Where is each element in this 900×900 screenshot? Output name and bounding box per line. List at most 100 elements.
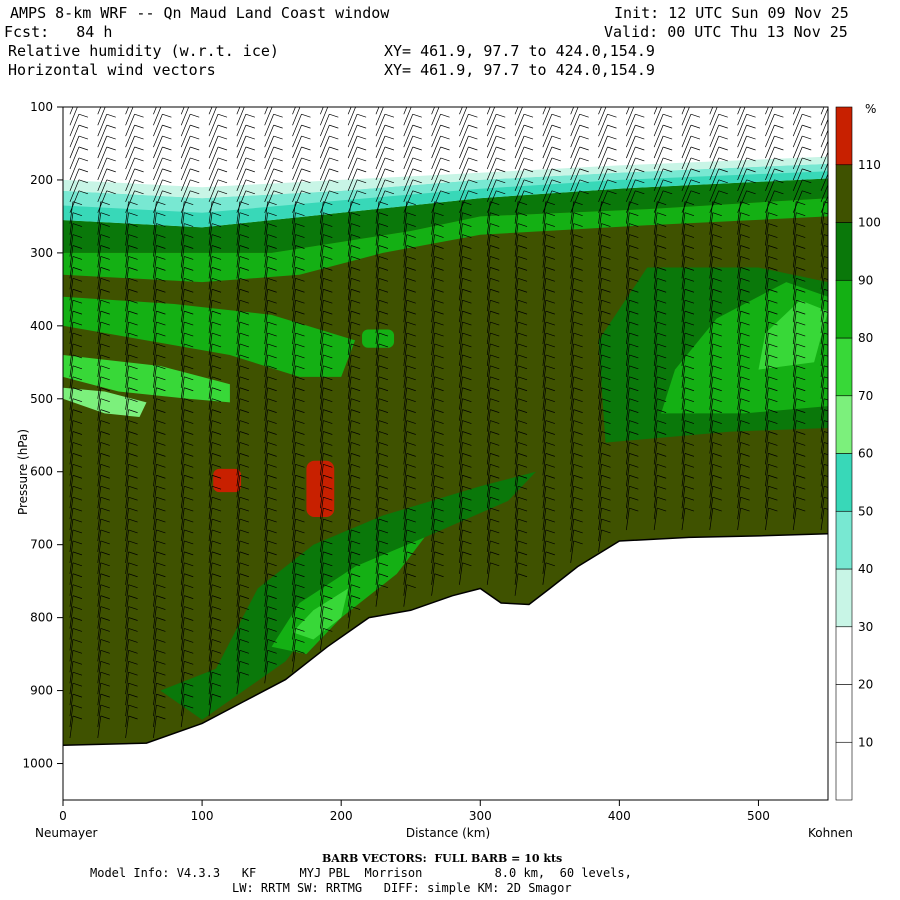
wind-barb-shaft — [180, 497, 185, 520]
wind-barb-flag — [72, 639, 83, 643]
y-tick-label: 900 — [30, 684, 53, 698]
wind-barb-flag — [684, 409, 695, 413]
wind-barb-shaft — [709, 376, 714, 399]
wind-barb-shaft — [542, 223, 547, 246]
wind-barb-shaft — [403, 107, 408, 115]
wind-barb-flag — [796, 245, 806, 249]
wind-barb-shaft — [792, 486, 797, 509]
wind-barb-flag — [267, 442, 277, 446]
wind-barb-shaft — [514, 168, 525, 192]
wind-barb-flag — [629, 288, 639, 293]
wind-barb-shaft — [625, 332, 630, 356]
wind-barb-shaft — [820, 343, 825, 367]
wind-barb-shaft — [208, 157, 219, 181]
wind-barb-flag — [768, 310, 778, 315]
wind-barb-shaft — [125, 354, 129, 377]
wind-barb-flag — [301, 190, 311, 195]
wind-barb-shaft — [625, 245, 630, 268]
wind-barb-flag — [295, 551, 305, 556]
wind-barb-shaft — [459, 365, 463, 388]
wind-barb-shaft — [69, 179, 80, 202]
wind-barb-flag — [712, 365, 722, 370]
wind-barb-shaft — [403, 124, 414, 148]
wind-barb-shaft — [681, 332, 686, 356]
wind-barb-flag — [462, 474, 472, 479]
wind-barb-shaft — [97, 508, 102, 531]
wind-barb-shaft — [542, 179, 553, 202]
wind-barb-flag — [100, 376, 110, 381]
wind-barb-shaft — [403, 584, 408, 607]
wind-barb-shaft — [514, 179, 525, 202]
wind-barb-shaft — [264, 114, 275, 137]
wind-barb-flag — [740, 256, 750, 260]
wind-barb-shaft — [598, 289, 602, 312]
wind-barb-flag — [712, 288, 722, 293]
wind-barb-shaft — [792, 354, 797, 377]
wind-barb-shaft — [403, 409, 408, 432]
wind-barb-shaft — [542, 387, 547, 410]
wind-barb-flag — [657, 234, 667, 238]
wind-barb-shaft — [681, 124, 692, 148]
wind-barb-flag — [211, 343, 222, 348]
wind-barb-flag — [545, 332, 555, 337]
wind-barb-shaft — [69, 107, 74, 115]
y-tick-label: 1000 — [22, 757, 53, 771]
wind-barb-shaft — [431, 223, 435, 246]
wind-barb-shaft — [653, 409, 658, 432]
wind-barb-shaft — [792, 442, 797, 465]
wind-barb-flag — [579, 146, 589, 151]
wind-barb-flag — [295, 606, 305, 610]
wind-barb-shaft — [153, 551, 157, 574]
colorbar-swatch — [835, 741, 853, 801]
wind-barb-shaft — [319, 497, 324, 520]
y-tick-label: 500 — [30, 392, 53, 406]
wind-barb-shaft — [125, 497, 129, 520]
wind-barb-flag — [657, 485, 667, 490]
wind-barb-flag — [635, 103, 644, 106]
wind-barb-flag — [684, 277, 695, 282]
wind-barb-shaft — [125, 420, 129, 443]
wind-barb-shaft — [625, 354, 630, 377]
wind-barb-flag — [796, 321, 806, 326]
wind-barb-shaft — [264, 420, 269, 443]
wind-barb-shaft — [403, 540, 408, 563]
wind-barb-shaft — [570, 420, 575, 443]
wind-barb-flag — [524, 103, 533, 106]
wind-barb-shaft — [792, 201, 797, 224]
wind-barb-flag — [295, 463, 305, 468]
wind-barb-shaft — [542, 562, 547, 585]
wind-barb-shaft — [653, 420, 658, 443]
wind-barb-shaft — [125, 518, 129, 542]
wind-barb-shaft — [375, 529, 380, 553]
wind-barb-shaft — [319, 300, 324, 323]
wind-barb-flag — [184, 660, 194, 665]
wind-barb-flag — [378, 256, 389, 260]
wind-barb-flag — [580, 103, 589, 106]
wind-barb-flag — [72, 617, 83, 621]
wind-barb-shaft — [208, 223, 213, 246]
wind-barb-shaft — [514, 376, 519, 399]
wind-barb-shaft — [125, 508, 129, 531]
wind-barb-flag — [629, 398, 639, 403]
wind-barb-flag — [517, 398, 528, 403]
wind-barb-shaft — [431, 409, 435, 432]
wind-barb-flag — [718, 190, 728, 195]
wind-barb-flag — [351, 409, 361, 413]
wind-barb-shaft — [153, 694, 157, 717]
wind-barb-flag — [412, 168, 422, 173]
wind-barb-flag — [100, 540, 110, 545]
wind-barb-shaft — [625, 223, 630, 246]
wind-barb-shaft — [236, 354, 241, 377]
wind-barb-shaft — [69, 212, 74, 235]
wind-barb-flag — [629, 256, 639, 260]
wind-barb-flag — [323, 529, 333, 534]
wind-barb-shaft — [153, 497, 157, 520]
wind-barb-flag — [128, 387, 138, 392]
wind-barb-shaft — [542, 343, 547, 367]
wind-barb-shaft — [653, 157, 664, 181]
wind-barb-flag — [629, 299, 639, 304]
wind-barb-flag — [406, 496, 416, 501]
wind-barb-shaft — [542, 124, 553, 148]
wind-barb-flag — [72, 431, 83, 435]
